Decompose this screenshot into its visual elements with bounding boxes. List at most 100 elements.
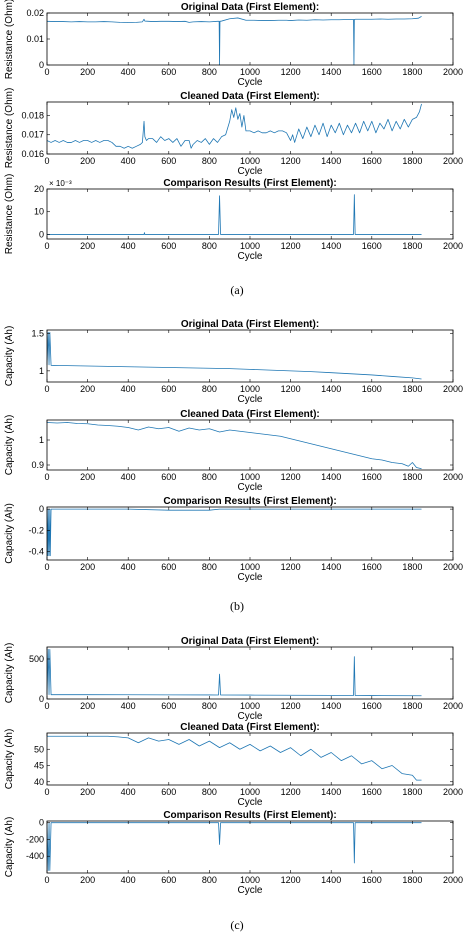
x-tick-label: 0 [44, 156, 49, 166]
chart-9: Comparison Results (First Element): 0 200 4… [4, 810, 463, 896]
x-tick-label: 2000 [443, 875, 463, 885]
x-tick-label: 0 [44, 875, 49, 885]
x-axis-label: Cycle [237, 572, 262, 583]
series-line [47, 194, 422, 235]
x-tick-label: 1200 [281, 562, 301, 572]
x-axis-label: Cycle [237, 797, 262, 808]
x-tick-label: 2000 [443, 472, 463, 482]
plots: Original Data (First Element):0 200 400 600… [4, 0, 463, 896]
x-tick-label: 200 [80, 875, 95, 885]
series-line [46, 508, 422, 557]
chart-title: Original Data (First Element): [181, 2, 319, 13]
x-tick-label: 1800 [402, 241, 422, 251]
x-tick-label: 1000 [240, 384, 260, 394]
series-line [46, 822, 422, 871]
x-tick-label: 600 [161, 787, 176, 797]
y-tick-label: 20 [34, 184, 44, 194]
x-tick-label: 200 [80, 241, 95, 251]
x-tick-label: 0 [44, 787, 49, 797]
x-tick-label: 1000 [240, 562, 260, 572]
x-tick-label: 1200 [281, 67, 301, 77]
x-axis-label: Cycle [237, 885, 262, 896]
x-tick-label: 1600 [362, 562, 382, 572]
y-tick-label: 45 [34, 761, 44, 771]
y-axis-label: Capacity (Ah) [4, 729, 15, 790]
series-line [46, 422, 422, 470]
panel-label-a: (a) [230, 283, 243, 297]
y-tick-label: 40 [34, 777, 44, 787]
x-tick-label: 800 [202, 472, 217, 482]
x-tick-label: 200 [80, 472, 95, 482]
y-tick-label: 0.02 [26, 8, 44, 18]
x-tick-label: 400 [121, 241, 136, 251]
x-tick-label: 1800 [402, 562, 422, 572]
y-tick-label: -0.2 [28, 525, 44, 535]
y-tick-label: 1 [39, 366, 44, 376]
x-tick-label: 1400 [321, 787, 341, 797]
y-tick-label: 0 [39, 818, 44, 828]
x-tick-label: 600 [161, 241, 176, 251]
plot-frame [46, 101, 454, 155]
chart-title: Cleaned Data (First Element): [180, 91, 319, 102]
x-tick-label: 1200 [281, 156, 301, 166]
x-tick-label: 600 [161, 562, 176, 572]
x-tick-label: 1800 [402, 67, 422, 77]
x-axis-label: Cycle [237, 394, 262, 405]
x-tick-label: 0 [44, 701, 49, 711]
y-tick-label: -400 [26, 851, 44, 861]
chart-8: Cleaned Data (First Element): 0 200 400 600 8… [4, 722, 463, 808]
x-tick-label: 1200 [281, 241, 301, 251]
chart-title: Comparison Results (First Element): [163, 178, 336, 189]
x-tick-label: 1400 [321, 562, 341, 572]
x-tick-label: 400 [121, 701, 136, 711]
x-tick-label: 1800 [402, 156, 422, 166]
x-tick-label: 1400 [321, 156, 341, 166]
x-tick-label: 1800 [402, 787, 422, 797]
chart-5: Cleaned Data (First Element): 0 200 400 600 8… [4, 409, 463, 493]
x-tick-label: 1600 [362, 67, 382, 77]
y-axis-label: Resistance (Ohm) [4, 0, 15, 79]
chart-6: Comparison Results (First Element): 0 200 4… [4, 496, 463, 583]
y-tick-label: 1 [39, 435, 44, 445]
x-tick-label: 1800 [402, 701, 422, 711]
chart-4: Original Data (First Element): 0 200 400 600… [4, 319, 463, 405]
x-tick-label: 400 [121, 384, 136, 394]
chart-title: Comparison Results (First Element): [163, 810, 336, 821]
y-tick-label: 0.01 [26, 34, 44, 44]
x-tick-label: 800 [202, 875, 217, 885]
y-tick-label: 0 [39, 504, 44, 514]
x-tick-label: 2000 [443, 562, 463, 572]
y-tick-label: 10 [34, 207, 44, 217]
x-tick-label: 200 [80, 701, 95, 711]
x-tick-label: 200 [80, 384, 95, 394]
y-tick-label: 50 [34, 744, 44, 754]
series-line [46, 16, 422, 66]
chart-7: Original Data (First Element): 0 200 400 600… [4, 636, 463, 722]
y-tick-label: 0.9 [31, 460, 44, 470]
chart-title: Original Data (First Element): [181, 636, 319, 647]
x-tick-label: 1800 [402, 472, 422, 482]
x-tick-label: 800 [202, 241, 217, 251]
x-axis-label: Cycle [237, 711, 262, 722]
x-tick-label: 400 [121, 787, 136, 797]
y-axis-label: Resistance (Ohm) [4, 88, 15, 169]
x-tick-label: 600 [161, 156, 176, 166]
x-tick-label: 1000 [240, 787, 260, 797]
x-tick-label: 400 [121, 156, 136, 166]
plot-frame [46, 329, 454, 383]
x-tick-label: 0 [44, 67, 49, 77]
x-tick-label: 1600 [362, 472, 382, 482]
x-tick-label: 1600 [362, 875, 382, 885]
x-tick-label: 1400 [321, 875, 341, 885]
x-tick-label: 1400 [321, 67, 341, 77]
x-tick-label: 1000 [240, 701, 260, 711]
x-tick-label: 1200 [281, 472, 301, 482]
y-tick-label: 0 [39, 694, 44, 704]
y-exponent-label: × 10⁻³ [49, 179, 72, 188]
x-tick-label: 0 [44, 562, 49, 572]
y-tick-label: 0 [39, 60, 44, 70]
y-tick-label: -200 [26, 834, 44, 844]
x-tick-label: 1200 [281, 787, 301, 797]
plot-frame [46, 646, 454, 700]
